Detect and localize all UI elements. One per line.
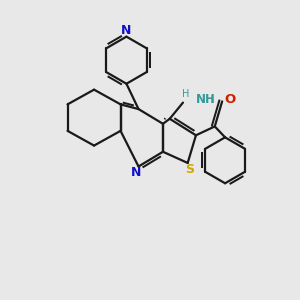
Text: H: H <box>182 89 189 99</box>
Text: S: S <box>185 163 194 176</box>
Text: H: H <box>206 95 214 105</box>
Text: N: N <box>121 24 132 37</box>
Text: NH: NH <box>196 93 216 106</box>
Text: N: N <box>131 167 141 179</box>
Text: O: O <box>225 93 236 106</box>
